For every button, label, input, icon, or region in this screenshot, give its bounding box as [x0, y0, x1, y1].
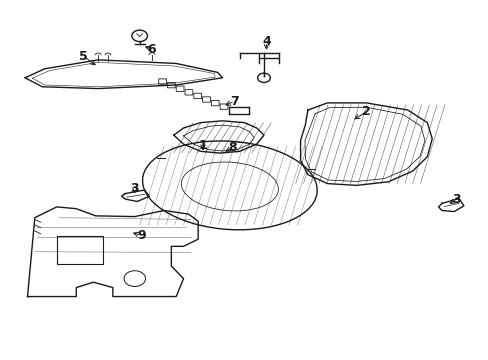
- Text: 9: 9: [138, 229, 146, 242]
- Text: 4: 4: [262, 35, 270, 49]
- Text: 7: 7: [230, 95, 239, 108]
- Text: 1: 1: [198, 139, 207, 152]
- Text: 3: 3: [451, 193, 460, 206]
- Text: 2: 2: [361, 105, 370, 118]
- Text: 5: 5: [79, 50, 88, 63]
- Text: 3: 3: [130, 183, 139, 195]
- Text: 6: 6: [147, 42, 156, 55]
- Bar: [57, 235, 103, 264]
- Text: 8: 8: [227, 141, 236, 154]
